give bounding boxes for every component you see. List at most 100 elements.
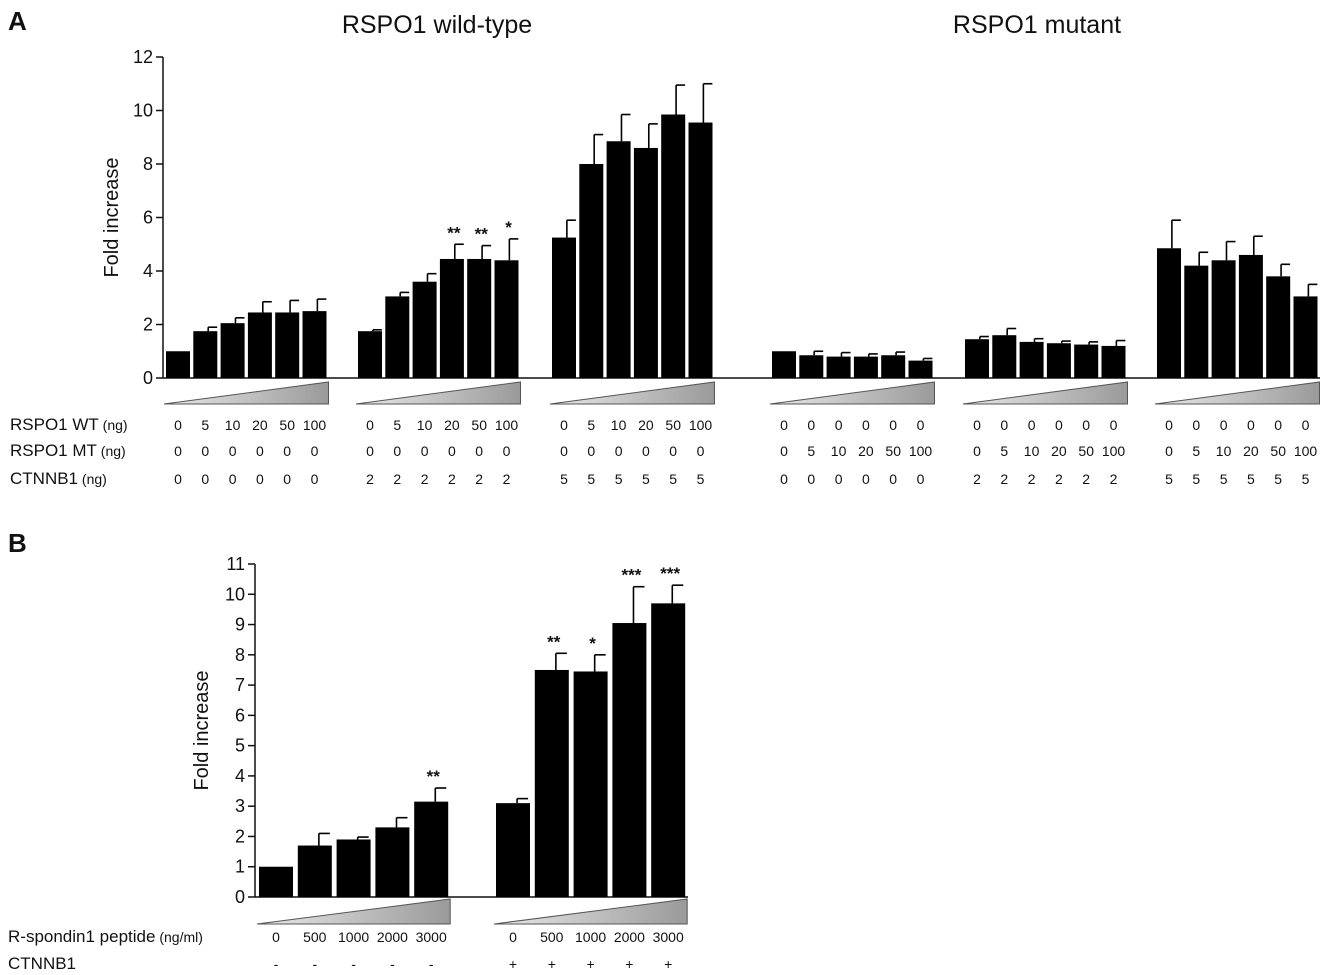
bar [606, 141, 631, 378]
row-value: 0 [973, 443, 981, 459]
row-value: 50 [885, 443, 901, 459]
bar [259, 866, 293, 897]
row-value: 100 [909, 443, 933, 459]
y-tick-label: 3 [235, 796, 245, 816]
y-tick-label: 9 [235, 615, 245, 635]
row-value: 0 [1000, 417, 1008, 433]
row-value: 0 [1082, 417, 1090, 433]
row-value: 0 [780, 471, 788, 487]
row-value: 0 [642, 443, 650, 459]
row-value: 0 [1165, 417, 1173, 433]
row-value: 20 [1243, 443, 1259, 459]
row-value: 100 [495, 417, 519, 433]
row-value: 10 [1024, 443, 1040, 459]
row-value: 2 [1055, 471, 1063, 487]
panel-b-letter: B [8, 528, 27, 558]
bar [358, 331, 382, 378]
dose-wedge [493, 898, 688, 925]
row-value: 0 [393, 443, 401, 459]
row-value: 0 [366, 417, 374, 433]
bar [336, 839, 371, 897]
row-value: 0 [587, 443, 595, 459]
row-value: 0 [807, 417, 815, 433]
bar [965, 339, 989, 378]
bar [1184, 265, 1209, 378]
row-label-name: CTNNB1 [8, 954, 76, 973]
dose-wedge [1154, 381, 1320, 405]
row-value: 2 [503, 471, 511, 487]
bar [992, 335, 1017, 378]
row-value: 5 [1220, 471, 1228, 487]
bar [1101, 345, 1126, 378]
row-value: 0 [1165, 443, 1173, 459]
bar [439, 258, 464, 378]
row-value: 50 [279, 417, 295, 433]
row-value: 0 [448, 443, 456, 459]
row-value: 0 [1110, 417, 1118, 433]
row-value: 50 [1078, 443, 1094, 459]
row-value: 0 [1302, 417, 1310, 433]
row-value: 0 [283, 471, 291, 487]
row-value: 5 [697, 471, 705, 487]
bar [661, 114, 686, 378]
row-label: RSPO1 WT (ng) [10, 415, 128, 434]
y-tick-label: 4 [143, 261, 153, 281]
row-value: 0 [1055, 417, 1063, 433]
row-value: 20 [444, 417, 460, 433]
significance-marker: *** [621, 566, 641, 585]
row-value: - [390, 956, 395, 972]
y-tick-label: 0 [235, 887, 245, 907]
row-value: 2 [973, 471, 981, 487]
bar [1293, 296, 1318, 378]
row-value: 0 [229, 443, 237, 459]
row-value: 5 [1192, 443, 1200, 459]
row-label-unit: (ng/ml) [155, 929, 202, 945]
bar [1238, 254, 1263, 378]
row-label-name: R-spondin1 peptide [8, 927, 155, 946]
row-value: 0 [421, 443, 429, 459]
row-value: 0 [201, 443, 209, 459]
significance-marker: ** [427, 767, 441, 786]
y-tick-label: 0 [143, 368, 153, 388]
row-value: 20 [1051, 443, 1067, 459]
bar [826, 356, 851, 378]
row-value: 3000 [416, 929, 447, 945]
row-value: 0 [201, 471, 209, 487]
row-value: 0 [1028, 417, 1036, 433]
significance-marker: ** [475, 225, 489, 244]
bar [297, 845, 332, 897]
significance-marker: * [589, 634, 596, 653]
bar [688, 122, 713, 378]
row-value: 0 [475, 443, 483, 459]
bar [247, 312, 272, 378]
row-value: 50 [1270, 443, 1286, 459]
bar [275, 312, 300, 378]
row-value: 5 [807, 443, 815, 459]
significance-marker: * [505, 218, 512, 237]
row-value: 0 [1274, 417, 1282, 433]
y-tick-label: 6 [143, 208, 153, 228]
dose-wedge [549, 381, 715, 405]
bar [193, 331, 218, 378]
bar [573, 671, 608, 897]
y-tick-label: 6 [235, 705, 245, 725]
row-value: 0 [283, 443, 291, 459]
row-value: 0 [889, 471, 897, 487]
row-value: 0 [889, 417, 897, 433]
dose-wedge [163, 381, 329, 405]
y-axis-title: Fold increase [101, 157, 123, 277]
group-title: RSPO1 wild-type [342, 11, 532, 39]
row-value: 0 [272, 929, 280, 945]
row-value: 10 [225, 417, 241, 433]
row-value: 0 [780, 417, 788, 433]
bar [385, 296, 410, 378]
y-tick-label: 8 [143, 154, 153, 174]
group-title: RSPO1 mutant [953, 11, 1121, 39]
row-label: CTNNB1 (ng) [10, 469, 107, 488]
row-value: 5 [615, 471, 623, 487]
row-value: 5 [1302, 471, 1310, 487]
row-value: 10 [611, 417, 627, 433]
row-value: 0 [807, 471, 815, 487]
